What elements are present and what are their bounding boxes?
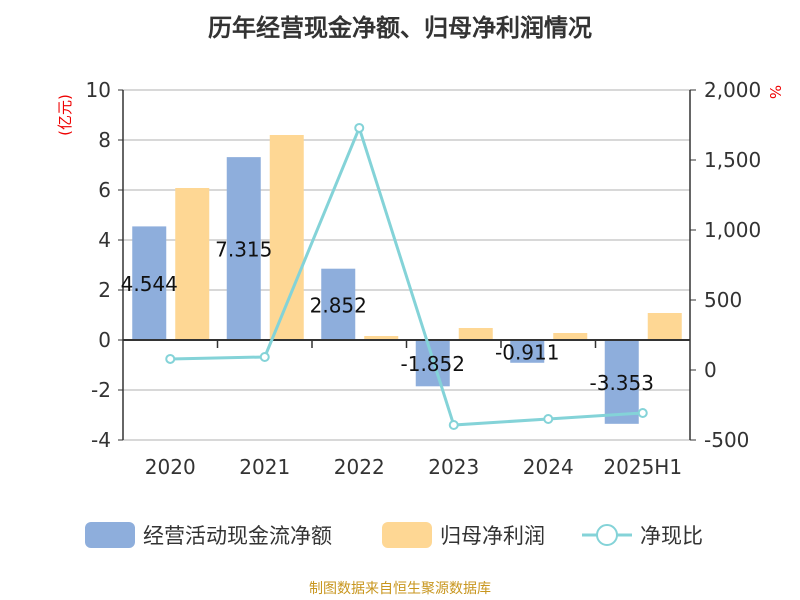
source-note: 制图数据来自恒生聚源数据库 <box>309 581 491 597</box>
data-label: -3.353 <box>590 371 654 395</box>
y2-tick-label: 1,000 <box>704 218 761 242</box>
data-label: -1.852 <box>401 352 465 376</box>
x-tick-label: 2020 <box>145 455 196 479</box>
bar-cashflow <box>510 340 545 363</box>
line-point <box>259 351 270 362</box>
line-net-cash-ratio <box>170 123 643 427</box>
legend-label: 归母净利润 <box>440 524 545 548</box>
y2-axis-label: % <box>766 85 784 99</box>
y-tick-label: 6 <box>98 178 111 202</box>
data-label: 7.315 <box>215 238 272 262</box>
legend-swatch <box>85 522 135 548</box>
bar-net-profit <box>175 188 210 340</box>
bar-net-profit <box>553 333 588 340</box>
bar-net-profit <box>269 135 304 340</box>
x-tick-label: 2022 <box>334 455 385 479</box>
x-tick-label: 2023 <box>428 455 479 479</box>
line-point <box>448 420 459 431</box>
y2-tick-label: -500 <box>704 428 749 452</box>
legend-label: 净现比 <box>640 524 703 548</box>
x-tick-label: 2025H1 <box>603 455 682 479</box>
x-tick-label: 2021 <box>239 455 290 479</box>
bar-net-profit <box>647 313 682 340</box>
y2-tick-label: 0 <box>704 358 717 382</box>
legend-label: 经营活动现金流净额 <box>143 524 332 548</box>
line-point <box>354 122 365 133</box>
bar-cashflow <box>132 226 167 340</box>
bar-cashflow <box>604 340 639 424</box>
line-point <box>165 353 176 364</box>
y-tick-label: 8 <box>98 128 111 152</box>
line-point <box>543 414 554 424</box>
y-tick-label: -4 <box>91 428 111 452</box>
legend-swatch <box>382 522 432 548</box>
y2-tick-label: 1,500 <box>704 148 761 172</box>
line-point <box>637 407 648 418</box>
y-tick-label: 10 <box>86 78 111 102</box>
bar-net-profit <box>458 328 493 340</box>
bar-cashflow <box>226 157 261 340</box>
data-label: -0.911 <box>495 340 559 364</box>
y-tick-label: 4 <box>98 228 111 252</box>
y-tick-label: 0 <box>98 328 111 352</box>
x-tick-label: 2024 <box>523 455 574 479</box>
legend-swatch-marker <box>596 524 618 546</box>
y-tick-label: -2 <box>91 378 111 402</box>
bar-net-profit <box>364 336 399 340</box>
bar-cashflow <box>321 268 356 340</box>
y2-tick-label: 500 <box>704 288 742 312</box>
data-label: 2.852 <box>310 293 367 317</box>
data-label: 4.544 <box>121 272 178 296</box>
y2-tick-label: 2,000 <box>704 78 761 102</box>
y-tick-label: 2 <box>98 278 111 302</box>
y-axis-label: (亿元) <box>56 94 74 136</box>
chart-title: 历年经营现金净额、归母净利润情况 <box>208 14 592 42</box>
